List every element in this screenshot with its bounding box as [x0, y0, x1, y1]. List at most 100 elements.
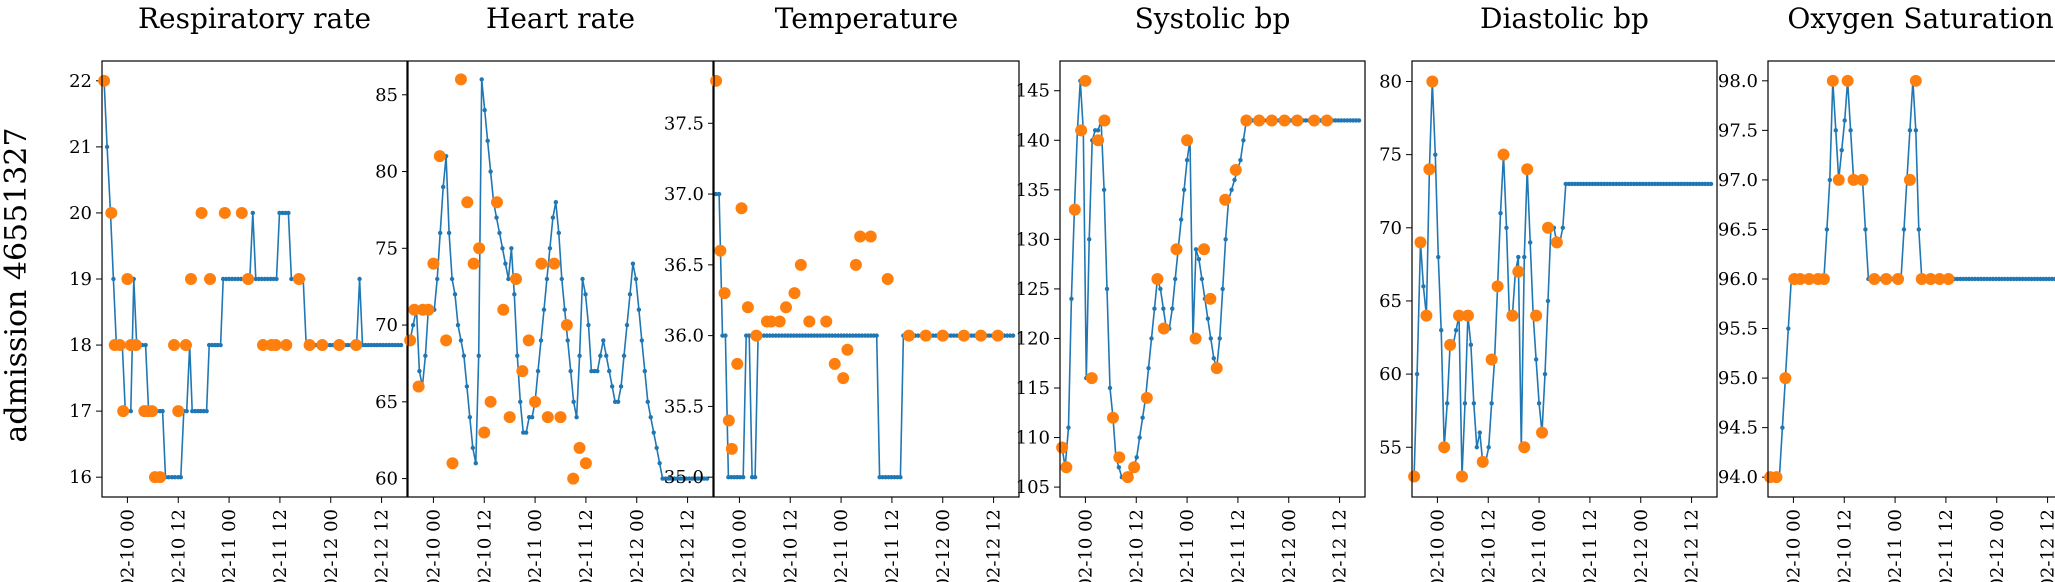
series-point — [639, 338, 645, 343]
panel-title: Temperature — [775, 2, 958, 35]
series-point — [488, 169, 493, 174]
series-point — [178, 474, 183, 480]
observed-point — [1308, 114, 1321, 127]
panel-title: Heart rate — [486, 2, 635, 35]
x-tick-label: 02-12 00 — [933, 509, 954, 582]
series-point — [1536, 401, 1542, 406]
observed-point — [446, 457, 459, 470]
observed-point — [1240, 114, 1253, 127]
series-point — [184, 408, 189, 414]
series-point — [1527, 240, 1533, 245]
y-tick-label: 65 — [375, 392, 398, 413]
plot-frame — [1411, 60, 1718, 498]
observed-point — [242, 273, 255, 285]
observed-point — [105, 206, 118, 219]
observed-point — [1832, 173, 1845, 186]
observed-point — [1181, 134, 1194, 147]
x-tick-label: 02-10 00 — [1427, 509, 1448, 582]
y-tick-label: 16 — [69, 467, 92, 488]
series-point — [1916, 227, 1922, 232]
y-tick-label: 115 — [1016, 378, 1050, 399]
observed-point — [535, 257, 548, 270]
observed-point — [1085, 372, 1098, 385]
x-tick-label: 02-11 12 — [1580, 509, 1601, 582]
observed-point — [1536, 426, 1549, 439]
y-tick-label: 36.5 — [664, 255, 704, 276]
observed-point — [461, 196, 474, 209]
observed-point — [490, 196, 503, 209]
y-tick-label: 55 — [1379, 437, 1402, 458]
y-tick-label: 75 — [375, 238, 398, 259]
observed-point — [936, 329, 949, 342]
series-point — [1116, 465, 1122, 470]
observed-point — [957, 329, 970, 342]
series-point — [598, 353, 603, 358]
series-point — [1356, 118, 1362, 123]
series-point — [1181, 187, 1187, 193]
x-tick-label: 02-12 00 — [1631, 509, 1652, 582]
observed-point — [195, 206, 208, 219]
observed-point — [1455, 470, 1468, 483]
observed-point — [841, 343, 854, 356]
observed-point — [1060, 461, 1073, 474]
observed-point — [292, 273, 305, 285]
observed-point — [117, 405, 130, 418]
observed-point — [1121, 471, 1134, 484]
panel-1: Heart rate 60 65 70 75 80 85 02-10 00 02-10 12 02… — [375, 2, 714, 582]
observed-point — [1868, 273, 1881, 285]
series-point — [621, 353, 627, 358]
series-point — [1241, 138, 1246, 143]
series-point — [1232, 177, 1237, 183]
observed-point — [1915, 273, 1928, 285]
series-point — [143, 342, 148, 348]
row-label: admission 46551327 — [0, 127, 34, 442]
series-point — [1193, 247, 1199, 252]
observed-point — [710, 74, 723, 87]
observed-point — [1204, 292, 1217, 305]
series-point — [1211, 356, 1216, 361]
series-point — [642, 368, 647, 374]
series-point — [1863, 227, 1868, 232]
y-tick-label: 135 — [1016, 180, 1050, 201]
observed-point — [333, 339, 346, 352]
observed-point — [204, 273, 217, 285]
x-tick-label: 02-10 00 — [1783, 509, 1804, 582]
series-point — [1104, 286, 1110, 292]
series-point — [473, 461, 478, 466]
series-point — [1199, 276, 1205, 282]
x-tick-label: 02-10 12 — [1126, 509, 1147, 582]
series-point — [1095, 128, 1101, 133]
x-tick-label: 02-11 12 — [882, 509, 903, 582]
series-point — [723, 333, 728, 338]
series-point — [556, 230, 562, 236]
panel-5: Oxygen Saturation 94.0 94.5 95.0 95.5 96.0 96.… — [1718, 2, 2055, 582]
series-point — [1436, 254, 1441, 260]
series-point — [1545, 298, 1551, 304]
series-point — [111, 276, 116, 282]
observed-point — [1933, 273, 1946, 285]
panel-3: Systolic bp 105 110 115 120 125 130 135 140 145 02… — [1016, 2, 1366, 582]
series-point — [1439, 328, 1444, 333]
series-point — [1848, 128, 1853, 133]
observed-point — [1157, 322, 1170, 335]
series-point — [1421, 284, 1426, 289]
observed-point — [714, 244, 727, 257]
series-point — [523, 430, 529, 435]
series-point — [506, 276, 511, 282]
x-tick-label: 02-12 12 — [1682, 509, 1703, 582]
y-tick-label: 94.5 — [1718, 418, 1758, 439]
y-tick-label: 65 — [1379, 291, 1402, 312]
series-point — [1223, 237, 1228, 242]
series-point — [512, 292, 517, 297]
series-point — [485, 138, 490, 144]
observed-point — [1770, 471, 1783, 484]
observed-point — [919, 329, 932, 342]
series-point — [580, 276, 585, 282]
series-point — [1786, 326, 1791, 331]
series-point — [479, 77, 484, 82]
series-point — [423, 353, 428, 358]
y-tick-label: 22 — [69, 71, 92, 92]
observed-point — [422, 303, 435, 316]
observed-point — [765, 315, 778, 328]
